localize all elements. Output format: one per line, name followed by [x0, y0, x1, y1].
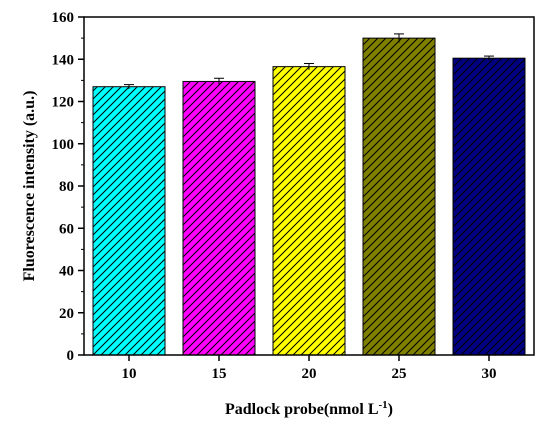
x-tick-label-10: 10 [122, 366, 137, 382]
x-tick-label-15: 15 [212, 366, 227, 382]
bar-20 [272, 66, 346, 356]
y-tick-label-160: 160 [52, 10, 75, 26]
error-bar-25 [394, 33, 404, 43]
error-bars-group [124, 33, 494, 89]
x-axis: 10 15 20 25 30 [122, 355, 497, 382]
y-axis: 0 20 40 60 80 100 120 140 160 [52, 10, 84, 364]
y-tick-label-40: 40 [59, 264, 74, 280]
y-tick-label-140: 140 [52, 52, 75, 68]
y-axis-label: Fluorescence intensity (a.u.) [21, 91, 38, 282]
x-tick-label-20: 20 [302, 366, 317, 382]
x-axis-label: Padlock probe(nmol L-1) [225, 399, 393, 418]
bar-10 [92, 86, 166, 356]
bar-25 [362, 37, 436, 356]
error-bar-10 [124, 84, 134, 89]
y-tick-label-60: 60 [59, 221, 74, 237]
y-tick-label-100: 100 [52, 137, 75, 153]
x-tick-label-30: 30 [482, 366, 497, 382]
error-bar-20 [304, 62, 314, 70]
y-tick-label-0: 0 [67, 348, 75, 364]
y-tick-label-80: 80 [59, 179, 74, 195]
bars-group [92, 37, 526, 356]
bar-30 [452, 57, 526, 356]
y-tick-label-120: 120 [52, 95, 75, 111]
x-tick-label-25: 25 [392, 366, 407, 382]
error-bar-30 [484, 55, 494, 61]
error-bar-15 [214, 77, 224, 85]
bar-15 [182, 80, 256, 356]
y-tick-label-20: 20 [59, 306, 74, 322]
